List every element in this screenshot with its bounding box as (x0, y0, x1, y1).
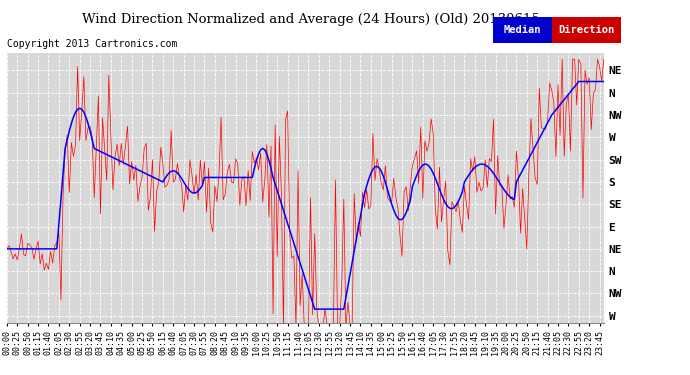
Text: Wind Direction Normalized and Average (24 Hours) (Old) 20130615: Wind Direction Normalized and Average (2… (81, 13, 540, 26)
Text: Median: Median (504, 25, 542, 35)
Text: Copyright 2013 Cartronics.com: Copyright 2013 Cartronics.com (7, 39, 177, 50)
Text: Direction: Direction (558, 25, 615, 35)
